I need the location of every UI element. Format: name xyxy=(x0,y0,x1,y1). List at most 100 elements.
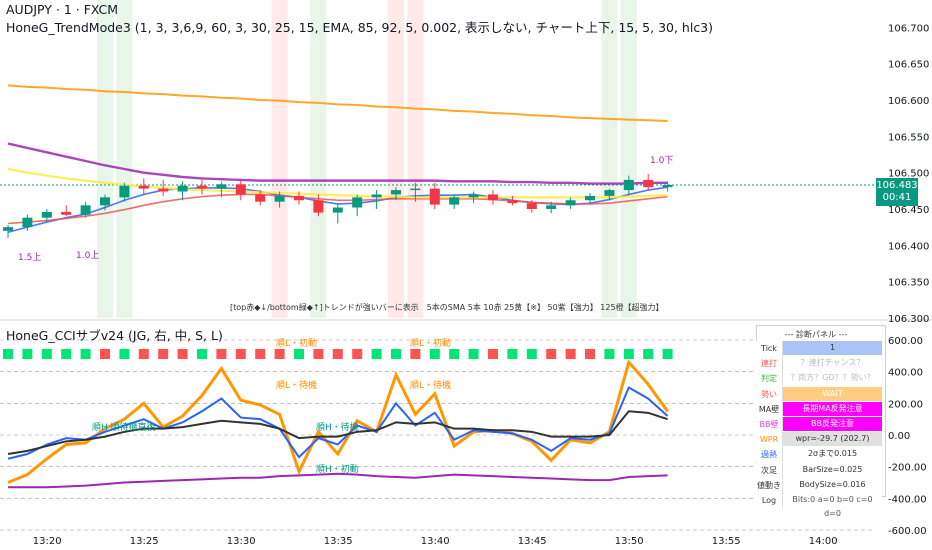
label-1-5-up: 1.5上 xyxy=(18,253,42,263)
cci-line-cci xyxy=(7,359,669,484)
candle-body xyxy=(313,200,324,213)
candle-body xyxy=(352,197,363,208)
highlight-band xyxy=(271,0,288,318)
highlight-band xyxy=(601,0,618,318)
cci-line-cci2 xyxy=(7,386,669,460)
candle-body xyxy=(604,190,615,196)
signal-square xyxy=(507,349,518,359)
diagnostic-row-value: WAIT xyxy=(783,386,882,401)
signal-square xyxy=(488,349,498,359)
sub-tag-3: 順L・待機 xyxy=(276,381,318,391)
time-tick-label: 13:35 xyxy=(324,536,353,547)
candle-body xyxy=(22,217,33,228)
signal-square xyxy=(80,349,91,359)
sub-tag-4: 順L・待機 xyxy=(410,381,452,391)
candle-body xyxy=(488,194,498,201)
time-tick-label: 13:40 xyxy=(421,536,450,547)
sub-tag-5: 順H 順待機直後 xyxy=(92,423,156,433)
diagnostic-row-value: BodySize=0.016 xyxy=(783,477,882,492)
sma-line-sma25 xyxy=(7,167,668,199)
candle-body xyxy=(41,211,52,218)
signal-square xyxy=(565,349,576,359)
sub-tick-label: -600.00 xyxy=(888,526,927,537)
signal-square xyxy=(391,349,401,359)
candle-body xyxy=(332,207,343,213)
diagnostic-row-label: Tick xyxy=(756,341,783,356)
diagnostic-panel-title: --- 診断パネル --- xyxy=(784,330,848,339)
sma-lines xyxy=(7,84,668,234)
signal-square xyxy=(100,349,110,359)
diagnostic-row: 値動き BodySize=0.016 xyxy=(756,477,884,493)
trend-note: [top赤◆↓/bottom緑◆↑]トレンドが強いバーに表示 5本のSMA 5本… xyxy=(230,303,664,312)
signal-square xyxy=(41,349,52,359)
signal-square xyxy=(274,349,285,359)
signal-square xyxy=(352,349,363,359)
sub-tag-1: 順L・初動 xyxy=(276,339,318,349)
signal-square xyxy=(313,349,324,359)
diagnostic-row-value: BarSize=0.025 xyxy=(783,462,882,477)
diagnostic-row-value: BB反発注意 xyxy=(783,417,882,431)
signal-square xyxy=(643,349,654,359)
signal-square xyxy=(449,349,460,359)
sub-tick-label: 0.00 xyxy=(888,431,910,442)
sub-indicator-title: HoneG_CCIサブv24 (JG, 右, 中, S, L) xyxy=(6,328,223,343)
time-tick-label: 13:25 xyxy=(130,536,159,547)
diagnostic-row: 過熱 2σまで0.015 xyxy=(756,447,884,463)
diagnostic-row-label: 判定 xyxy=(756,371,783,387)
signal-square xyxy=(604,349,615,359)
sma-line-sma125 xyxy=(7,84,668,123)
sub-tick-label: 600.00 xyxy=(888,336,923,347)
diagnostic-row-label: 次足 xyxy=(756,462,783,478)
highlight-bands xyxy=(97,0,637,318)
sub-tag-7: 順H・初動 xyxy=(316,465,359,475)
candle-body xyxy=(197,185,207,189)
diagnostic-row-value: 2σまで0.015 xyxy=(783,447,882,462)
sma-line-sma10 xyxy=(7,193,668,225)
signal-square xyxy=(623,349,634,359)
diagnostic-row-value: ？両方？GD？？勢い？ xyxy=(783,371,882,386)
candle-body xyxy=(294,195,304,201)
diagnostic-row: WPR注wpr=-29.7 (202.7) xyxy=(756,432,884,459)
signal-square xyxy=(235,349,246,359)
sub-tag-2: 順L・初動 xyxy=(410,339,452,349)
grid-lines xyxy=(0,184,932,531)
highlight-band xyxy=(310,0,327,318)
highlight-band xyxy=(388,0,404,318)
current-price: 106.483 xyxy=(876,180,918,191)
signal-square xyxy=(371,349,382,359)
diagnostic-row: 勢い WAIT xyxy=(756,386,884,402)
candle-body xyxy=(449,197,460,205)
diagnostic-row-value: 長期MA反発注意 xyxy=(783,401,882,416)
price-tick-label: 106.400 xyxy=(888,241,929,252)
price-tick-label: 106.500 xyxy=(888,169,929,180)
diagnostic-row-label: MA壁 xyxy=(756,401,783,417)
price-tick-label: 106.550 xyxy=(888,132,929,143)
signal-square xyxy=(429,349,440,359)
diagnostic-row: Log Bits:0 a=0 b=0 c=0 d=0 xyxy=(756,493,884,518)
current-price-tag: 106.483 00:41 xyxy=(876,178,918,206)
signal-square xyxy=(3,349,13,359)
candle-body xyxy=(216,184,227,189)
signal-square xyxy=(61,349,72,359)
cci-line-cci3 xyxy=(7,410,668,455)
candle-body xyxy=(565,200,576,206)
candle-body xyxy=(410,188,421,191)
candle-body xyxy=(585,195,595,201)
signal-square xyxy=(294,349,304,359)
diagnostic-row: Tick 1 xyxy=(756,341,884,356)
diagnostic-row: 連打 ？連打チャンス？ xyxy=(756,356,884,372)
diagnostic-row-label: Log xyxy=(756,493,783,508)
signal-square xyxy=(662,349,673,359)
candle-body xyxy=(235,184,246,195)
diagnostic-row-label: 勢い xyxy=(756,386,783,402)
price-tick-label: 106.450 xyxy=(888,205,929,216)
diagnostic-row-value: wpr=-29.7 (202.7) xyxy=(783,432,882,447)
candle-body xyxy=(3,227,13,231)
label-1-0-up: 1.0上 xyxy=(76,251,100,261)
sub-tag-6: 順H・待機 xyxy=(316,423,359,433)
time-tick-label: 13:50 xyxy=(615,536,644,547)
candle-body xyxy=(158,188,169,192)
signal-squares xyxy=(3,349,673,359)
candle-body xyxy=(643,179,654,188)
